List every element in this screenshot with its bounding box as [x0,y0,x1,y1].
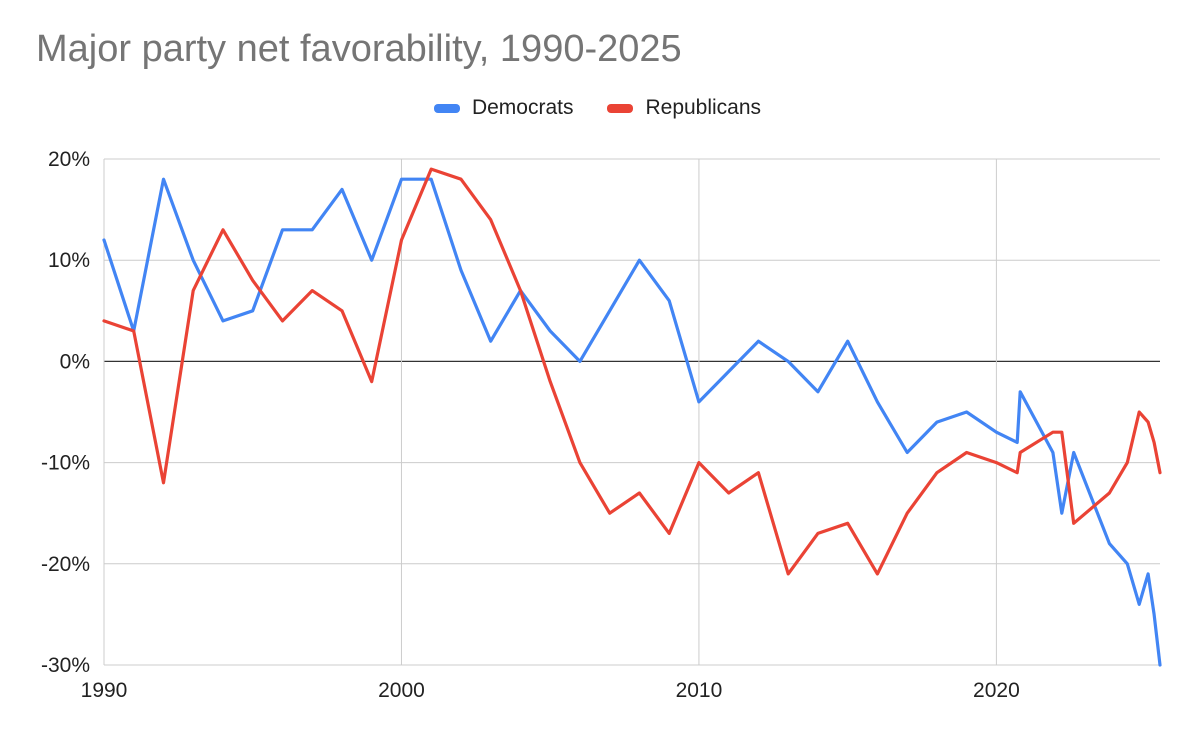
axis-labels: 20% 10% 0% -10% -20% -30%1990 2000 2010 2020 [41,148,1020,702]
chart-legend: Democrats Republicans [0,96,1195,120]
y-tick-label: -10% [41,452,90,475]
legend-item-republicans: Republicans [607,96,761,120]
series-line-republicans [102,167,1162,576]
legend-label-republicans: Republicans [645,96,762,119]
grid-layer [103,158,1160,666]
y-tick-label: 10% [48,249,90,272]
x-tick-label: 2020 [973,679,1020,702]
series-line-democrats [102,177,1162,667]
y-tick-label: 0% [60,350,90,373]
y-tick-label: -30% [41,654,90,677]
y-tick-label: -20% [41,553,90,576]
legend-label-democrats: Democrats [471,96,574,119]
legend-item-democrats: Democrats [433,96,574,120]
y-tick-label: 20% [48,148,90,171]
legend-swatch-republicans [607,103,634,113]
chart-title: Major party net favorability, 1990-2025 [36,28,682,70]
series-layer [102,167,1162,667]
x-tick-label: 1990 [81,679,128,702]
x-tick-label: 2000 [378,679,425,702]
legend-swatch-democrats [433,103,460,113]
x-tick-label: 2010 [676,679,723,702]
